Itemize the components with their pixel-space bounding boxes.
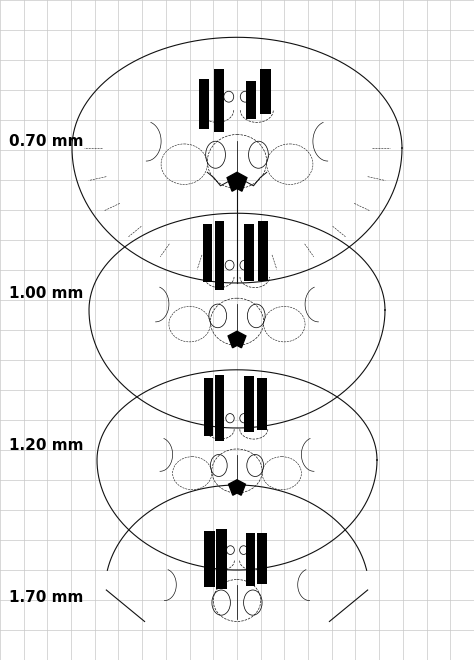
Bar bbox=[260, 69, 271, 114]
Bar bbox=[215, 375, 224, 441]
Text: 1.70 mm: 1.70 mm bbox=[9, 590, 84, 605]
Bar bbox=[203, 224, 212, 282]
Ellipse shape bbox=[240, 91, 250, 102]
Text: 1.20 mm: 1.20 mm bbox=[9, 438, 84, 453]
Bar bbox=[246, 81, 256, 119]
Ellipse shape bbox=[240, 546, 247, 554]
Bar bbox=[199, 79, 209, 129]
Ellipse shape bbox=[225, 260, 234, 270]
Bar bbox=[244, 224, 254, 280]
Bar bbox=[257, 378, 267, 430]
Bar bbox=[246, 533, 255, 586]
Ellipse shape bbox=[240, 260, 249, 270]
Text: 1.00 mm: 1.00 mm bbox=[9, 286, 84, 301]
Ellipse shape bbox=[227, 546, 234, 554]
Polygon shape bbox=[228, 331, 246, 348]
Bar bbox=[215, 221, 224, 290]
Text: 0.70 mm: 0.70 mm bbox=[9, 135, 84, 149]
Bar bbox=[244, 376, 254, 432]
Ellipse shape bbox=[240, 414, 248, 423]
Ellipse shape bbox=[224, 91, 234, 102]
Bar bbox=[258, 221, 268, 280]
Bar bbox=[204, 531, 215, 587]
Polygon shape bbox=[227, 172, 247, 191]
Bar bbox=[204, 378, 213, 436]
Polygon shape bbox=[228, 480, 246, 495]
Bar bbox=[257, 533, 267, 584]
Bar bbox=[214, 69, 224, 132]
Bar bbox=[216, 529, 227, 589]
Ellipse shape bbox=[226, 414, 234, 423]
